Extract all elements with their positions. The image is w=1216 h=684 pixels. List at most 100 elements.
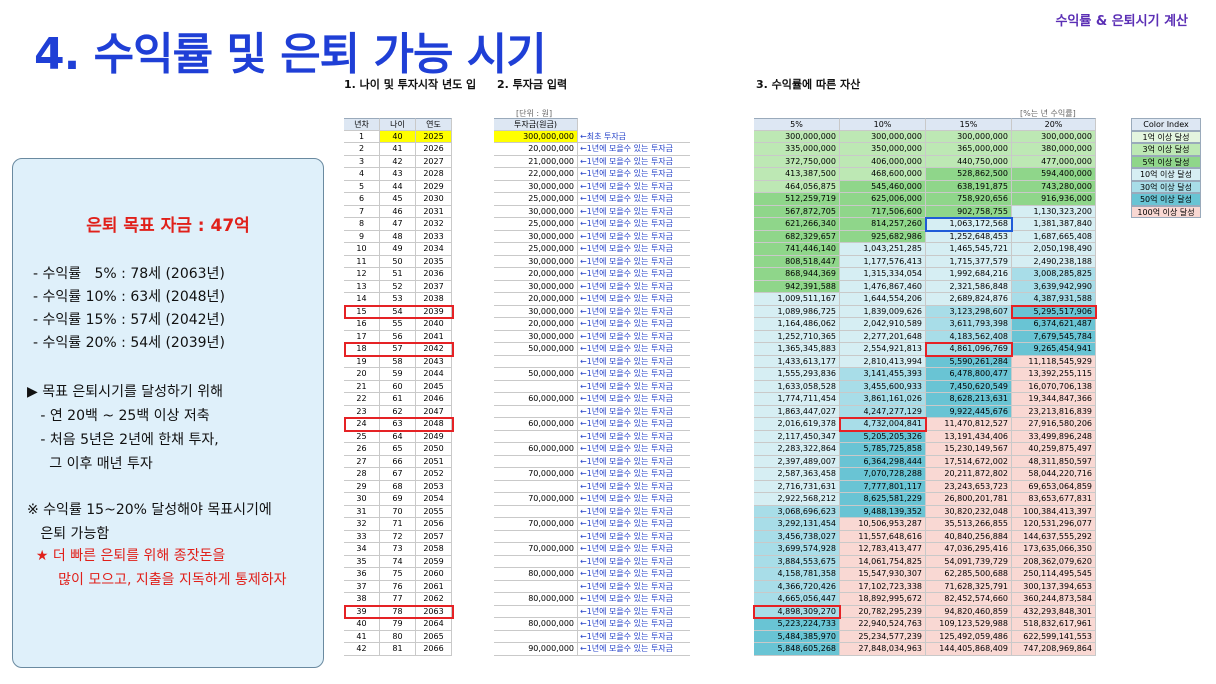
invest-note: ←1년에 모을수 있는 투자금: [578, 193, 690, 206]
date-cell: 2027: [416, 155, 452, 168]
date-cell: 2037: [416, 280, 452, 293]
color-index-item: 5억 이상 달성: [1131, 155, 1201, 168]
date-cell: 2060: [416, 568, 452, 581]
invest-note: ←1년에 모을수 있는 투자금: [578, 418, 690, 431]
table-row: 19 58 2043 ←1년에 모을수 있는 투자금 1,433,613,177 2,81…: [344, 355, 1096, 368]
table-row: 6 45 2030 25,000,000 ←1년에 모을수 있는 투자금 512,259,…: [344, 193, 1096, 206]
age-cell: 67: [380, 468, 416, 481]
header-rate-5: 5%: [754, 118, 840, 131]
invest-cell: 70,000,000: [494, 468, 578, 481]
asset-cell-20: 747,208,969,864: [1012, 643, 1096, 656]
date-cell: 2054: [416, 493, 452, 506]
asset-cell-5: 2,587,363,458: [754, 468, 840, 481]
asset-cell-15: 11,470,812,527: [926, 418, 1012, 431]
table-row: 18 57 2042 50,000,000 ←1년에 모을수 있는 투자금 1,365,3…: [344, 343, 1096, 356]
invest-cell: 30,000,000: [494, 330, 578, 343]
page-title: 4. 수익률 및 은퇴 가능 시기: [34, 29, 547, 80]
age-cell: 41: [380, 143, 416, 156]
asset-cell-20: 13,392,255,115: [1012, 368, 1096, 381]
asset-cell-15: 71,628,325,791: [926, 580, 1012, 593]
asset-cell-15: 94,820,460,859: [926, 605, 1012, 618]
asset-cell-10: 17,102,723,338: [840, 580, 926, 593]
asset-cell-15: 8,628,213,631: [926, 393, 1012, 406]
asset-cell-5: 2,922,568,212: [754, 493, 840, 506]
date-cell: 2028: [416, 168, 452, 181]
asset-cell-5: 2,117,450,347: [754, 430, 840, 443]
asset-cell-15: 109,123,529,988: [926, 618, 1012, 631]
asset-cell-10: 1,839,009,626: [840, 305, 926, 318]
age-cell: 81: [380, 643, 416, 656]
invest-note: ←1년에 모을수 있는 투자금: [578, 481, 690, 493]
strategy-note-line: ※ 수익률 15~20% 달성해야 목표시기에: [27, 502, 272, 518]
year-cell: 22: [344, 393, 380, 406]
asset-cell-5: 4,665,056,447: [754, 593, 840, 606]
asset-cell-5: 5,484,385,970: [754, 630, 840, 643]
asset-cell-5: 413,387,500: [754, 168, 840, 181]
asset-cell-20: 743,280,000: [1012, 180, 1096, 193]
invest-note: ←1년에 모을수 있는 투자금: [578, 356, 690, 368]
asset-cell-5: 1,089,986,725: [754, 305, 840, 318]
invest-cell: [494, 430, 578, 443]
invest-note: ←1년에 모을수 있는 투자금: [578, 606, 690, 618]
strategy-note-line: - 처음 5년은 2년에 한채 투자,: [27, 432, 219, 448]
asset-cell-5: 868,944,369: [754, 268, 840, 281]
asset-cell-15: 365,000,000: [926, 143, 1012, 156]
asset-cell-20: 48,311,850,597: [1012, 455, 1096, 468]
age-cell: 77: [380, 593, 416, 606]
asset-cell-10: 4,732,004,841: [840, 418, 926, 431]
date-cell: 2036: [416, 268, 452, 281]
year-cell: 7: [344, 205, 380, 218]
date-cell: 2033: [416, 230, 452, 243]
section-2-label: 2. 투자금 입력: [497, 78, 568, 91]
asset-cell-10: 4,247,277,129: [840, 405, 926, 418]
date-cell: 2047: [416, 405, 452, 418]
asset-cell-15: 4,183,562,408: [926, 330, 1012, 343]
invest-cell: [494, 480, 578, 493]
asset-cell-5: 1,252,710,365: [754, 330, 840, 343]
asset-cell-15: 300,000,000: [926, 130, 1012, 143]
strategy-note-line: 그 이후 매년 투자: [27, 456, 153, 472]
year-cell: 29: [344, 480, 380, 493]
color-index-item: 10억 이상 달성: [1131, 168, 1201, 181]
age-cell: 40: [380, 130, 416, 143]
year-cell: 20: [344, 368, 380, 381]
asset-cell-15: 6,478,800,477: [926, 368, 1012, 381]
date-cell: 2039: [416, 305, 452, 318]
asset-cell-20: 380,000,000: [1012, 143, 1096, 156]
table-row: 36 75 2060 80,000,000 ←1년에 모을수 있는 투자금 4,158,7…: [344, 568, 1096, 581]
invest-note: ←1년에 모을수 있는 투자금: [578, 531, 690, 543]
year-cell: 18: [344, 343, 380, 356]
invest-cell: 60,000,000: [494, 418, 578, 431]
invest-cell: 60,000,000: [494, 443, 578, 456]
asset-cell-5: 5,223,224,733: [754, 618, 840, 631]
table-row: 26 65 2050 60,000,000 ←1년에 모을수 있는 투자금 2,283,3…: [344, 443, 1096, 456]
asset-cell-20: 1,687,665,408: [1012, 230, 1096, 243]
age-cell: 66: [380, 455, 416, 468]
date-cell: 2038: [416, 293, 452, 306]
asset-cell-15: 1,063,172,568: [926, 218, 1012, 231]
asset-cell-15: 7,450,620,549: [926, 380, 1012, 393]
invest-note: ←1년에 모을수 있는 투자금: [578, 393, 690, 406]
invest-cell: 20,000,000: [494, 143, 578, 156]
table-row: 20 59 2044 50,000,000 ←1년에 모을수 있는 투자금 1,555,2…: [344, 368, 1096, 381]
date-cell: 2055: [416, 505, 452, 518]
asset-cell-15: 9,922,445,676: [926, 405, 1012, 418]
date-cell: 2059: [416, 555, 452, 568]
year-cell: 41: [344, 630, 380, 643]
age-cell: 72: [380, 530, 416, 543]
asset-cell-20: 1,130,323,200: [1012, 205, 1096, 218]
asset-cell-5: 2,397,489,007: [754, 455, 840, 468]
rate-note: [%는 년 수익률]: [1020, 109, 1076, 118]
year-cell: 16: [344, 318, 380, 331]
invest-cell: [494, 530, 578, 543]
doc-tag: 수익률 & 은퇴시기 계산: [1055, 14, 1188, 29]
table-row: 4 43 2028 22,000,000 ←1년에 모을수 있는 투자금 413,387,…: [344, 168, 1096, 181]
year-cell: 1: [344, 130, 380, 143]
invest-cell: 80,000,000: [494, 568, 578, 581]
asset-cell-15: 4,861,096,769: [926, 343, 1012, 356]
age-cell: 74: [380, 555, 416, 568]
asset-cell-10: 2,042,910,589: [840, 318, 926, 331]
table-row: 32 71 2056 70,000,000 ←1년에 모을수 있는 투자금 3,292,1…: [344, 518, 1096, 531]
invest-note: ←1년에 모을수 있는 투자금: [578, 581, 690, 593]
date-cell: 2031: [416, 205, 452, 218]
